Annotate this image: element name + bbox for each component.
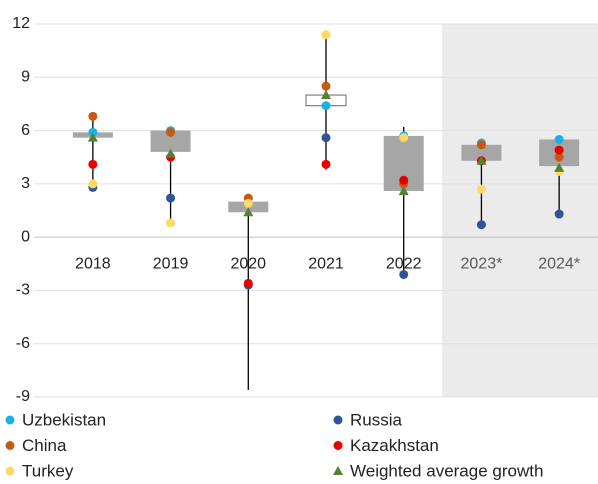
marker <box>321 81 331 91</box>
marker <box>88 127 98 137</box>
marker <box>554 209 564 219</box>
marker <box>554 162 565 172</box>
legend-label: Russia <box>350 410 403 429</box>
y-tick-label: -3 <box>16 282 30 299</box>
y-tick-label: 9 <box>21 69 30 86</box>
marker <box>243 278 253 288</box>
legend-marker <box>333 415 343 425</box>
marker <box>399 175 409 185</box>
y-tick-label: -9 <box>16 388 30 405</box>
legend-marker <box>5 466 15 476</box>
legend-label: Kazakhstan <box>350 436 439 455</box>
marker <box>166 218 176 228</box>
marker <box>476 184 486 194</box>
marker <box>476 155 487 165</box>
y-tick-label: 6 <box>21 122 30 139</box>
marker <box>321 101 331 111</box>
x-tick-label: 2021 <box>308 255 344 272</box>
marker <box>88 179 98 189</box>
marker <box>399 133 409 143</box>
marker <box>398 185 409 195</box>
x-tick-label: 2018 <box>75 255 111 272</box>
legend-label: Uzbekistan <box>22 410 106 429</box>
y-tick-label: 0 <box>21 228 30 245</box>
marker <box>321 90 331 100</box>
marker <box>243 207 254 217</box>
marker <box>87 132 98 142</box>
x-tick-label: 2024* <box>538 255 580 272</box>
marker <box>476 220 486 230</box>
marker <box>88 111 98 121</box>
legend-marker <box>333 466 343 475</box>
legend-marker <box>5 415 15 425</box>
legend-label: China <box>22 436 67 455</box>
marker <box>399 269 409 279</box>
marker <box>165 148 176 158</box>
x-tick-label: 2020 <box>230 255 266 272</box>
range-box <box>150 130 191 152</box>
y-tick-label: 3 <box>21 175 30 192</box>
marker <box>243 198 253 208</box>
marker <box>554 134 564 144</box>
range-box <box>461 144 502 161</box>
marker <box>166 193 176 203</box>
marker <box>321 133 331 143</box>
marker <box>476 140 486 150</box>
marker <box>554 145 564 155</box>
legend-label: Turkey <box>22 461 74 480</box>
legend-marker <box>333 441 343 450</box>
legend-marker <box>5 441 15 450</box>
marker <box>88 159 98 169</box>
marker <box>166 127 176 137</box>
legend-label: Weighted average growth <box>350 461 543 480</box>
marker <box>321 159 331 169</box>
marker <box>321 30 331 40</box>
x-tick-label: 2019 <box>153 255 189 272</box>
marker <box>554 152 564 162</box>
x-tick-label: 2023* <box>461 255 503 272</box>
y-tick-label: -6 <box>16 335 30 352</box>
x-tick-label: 2022 <box>386 255 422 272</box>
y-tick-label: 12 <box>12 15 30 32</box>
